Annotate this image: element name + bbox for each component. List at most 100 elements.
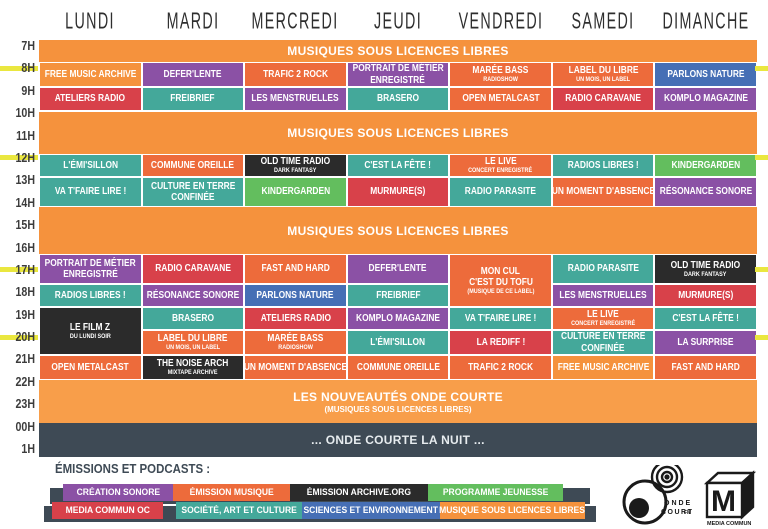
hour-label-7h: 7H	[21, 39, 35, 53]
legend-item-societe-art-et-culture[interactable]: SOCIÉTÉ, ART ET CULTURE	[176, 502, 302, 519]
program-title: LABEL DU LIBRE	[157, 333, 228, 345]
program-radio-parasite[interactable]: RADIO PARASITE	[450, 178, 551, 206]
program-kindergarden[interactable]: KINDERGARDEN	[245, 178, 346, 206]
program-fast-and-hard[interactable]: FAST AND HARD	[655, 356, 756, 379]
highlight-dash-right-17h	[755, 267, 768, 273]
program-c-est-la-fete[interactable]: C'EST LA FÊTE !	[347, 155, 449, 176]
program-subtitle: DARK FANTASY	[684, 270, 727, 278]
program-les-menstruelles[interactable]: LES MENSTRUELLES	[245, 88, 346, 110]
program-title: FAST AND HARD	[671, 361, 740, 373]
band-musiques-sous-licences-libres: MUSIQUES SOUS LICENCES LIBRES	[39, 40, 757, 62]
program-the-noise-arch[interactable]: THE NOISE ARCH MIXTAPE ARCHIVE	[142, 356, 244, 379]
program-murmure-s[interactable]: MURMURE(S)	[347, 178, 449, 206]
program-subtitle: CONCERT ENREGISTRÉ	[571, 320, 636, 328]
day-header-dimanche: DIMANCHE	[662, 8, 750, 35]
program-freibrief[interactable]: FREIBRIEF	[142, 88, 244, 110]
onde-courte-logo-text-2: COURTE	[661, 509, 692, 516]
program-kindergarden[interactable]: KINDERGARDEN	[655, 155, 756, 176]
program-trafic-2-rock[interactable]: TRAFIC 2 ROCK	[450, 356, 551, 379]
program-l-emi-sillon[interactable]: L'ÉMI'SILLON	[40, 155, 141, 176]
hour-label-19h: 19H	[15, 307, 36, 322]
program-maree-bass[interactable]: MARÉE BASS RADIOSHOW	[245, 331, 346, 354]
program-open-metalcast[interactable]: OPEN METALCAST	[450, 88, 551, 110]
legend-item-emission-archive-org[interactable]: ÉMISSION ARCHIVE.ORG	[290, 484, 428, 501]
hour-label-16h: 16H	[15, 240, 36, 255]
program-le-live[interactable]: LE LIVE CONCERT ENREGISTRÉ	[552, 308, 654, 329]
program-commune-oreille[interactable]: COMMUNE OREILLE	[347, 356, 449, 379]
legend-item-label: MEDIA COMMUN OC	[65, 505, 150, 516]
program-subtitle: UN MOIS, UN LABEL	[576, 76, 631, 84]
band-label: LES NOUVEAUTÉS ONDE COURTE	[293, 389, 503, 404]
program-title-line2: ENREGISTRÉ	[62, 269, 118, 280]
program-title: C'EST LA FÊTE !	[364, 159, 432, 171]
program-old-time-radio[interactable]: OLD TIME RADIO DARK FANTASY	[245, 155, 346, 176]
program-ateliers-radio[interactable]: ATELIERS RADIO	[40, 88, 141, 110]
program-komplo-magazine[interactable]: KOMPLO MAGAZINE	[655, 88, 756, 110]
program-resonance-sonore[interactable]: RÉSONANCE SONORE	[142, 285, 244, 306]
hour-label-17h: 17H	[15, 262, 36, 277]
program-fast-and-hard[interactable]: FAST AND HARD	[245, 255, 346, 283]
program-label-du-libre[interactable]: LABEL DU LIBRE UN MOIS, UN LABEL	[552, 63, 654, 86]
program-free-music-archive[interactable]: FREE MUSIC ARCHIVE	[552, 356, 654, 379]
program-title: MON CUL	[480, 265, 521, 277]
program-resonance-sonore[interactable]: RÉSONANCE SONORE	[655, 178, 756, 206]
program-portrait-de-metier[interactable]: PORTRAIT DE MÉTIER ENREGISTRÉ	[347, 63, 449, 86]
program-un-moment-d-absence[interactable]: UN MOMENT D'ABSENCE	[245, 356, 346, 379]
program-c-est-la-fete[interactable]: C'EST LA FÊTE !	[655, 308, 756, 329]
program-subtitle: UN MOIS, UN LABEL	[165, 344, 220, 352]
program-radio-parasite[interactable]: RADIO PARASITE	[552, 255, 654, 283]
program-va-t-faire-lire[interactable]: VA T'FAIRE LIRE !	[450, 308, 551, 329]
program-ateliers-radio[interactable]: ATELIERS RADIO	[245, 308, 346, 329]
legend-item-emission-musique[interactable]: ÉMISSION MUSIQUE	[173, 484, 290, 501]
program-title: CULTURE EN TERRE	[150, 180, 236, 192]
program-culture-en-terre[interactable]: CULTURE EN TERRE CONFINÉE	[142, 178, 244, 206]
program-subtitle: DARK FANTASY	[274, 167, 317, 175]
program-radio-caravane[interactable]: RADIO CARAVANE	[142, 255, 244, 283]
program-va-t-faire-lire[interactable]: VA T'FAIRE LIRE !	[40, 178, 141, 206]
program-title-line2: CONFINÉE	[581, 342, 625, 354]
legend-item-programme-jeunesse[interactable]: PROGRAMME JEUNESSE	[428, 484, 563, 501]
program-parlons-nature[interactable]: PARLONS NATURE	[245, 285, 346, 306]
program-defer-lente[interactable]: DEFER'LENTE	[142, 63, 244, 86]
program-freibrief[interactable]: FREIBRIEF	[347, 285, 449, 306]
program-maree-bass[interactable]: MARÉE BASS RADIOSHOW	[450, 63, 551, 86]
program-trafic-2-rock[interactable]: TRAFIC 2 ROCK	[245, 63, 346, 86]
program-les-menstruelles[interactable]: LES MENSTRUELLES	[552, 285, 654, 306]
legend-item-musique-sous-licences-libres[interactable]: MUSIQUE SOUS LICENCES LIBRES	[440, 502, 585, 519]
program-portrait-de-metier[interactable]: PORTRAIT DE MÉTIER ENREGISTRÉ	[40, 255, 141, 283]
program-radios-libres[interactable]: RADIOS LIBRES !	[552, 155, 654, 176]
program-commune-oreille[interactable]: COMMUNE OREILLE	[142, 155, 244, 176]
program-murmure-s[interactable]: MURMURE(S)	[655, 285, 756, 306]
program-la-surprise[interactable]: LA SURPRISE	[655, 331, 756, 354]
program-le-film-z[interactable]: LE FILM Z DU LUNDI SOIR	[40, 308, 141, 354]
program-old-time-radio[interactable]: OLD TIME RADIO DARK FANTASY	[655, 255, 756, 283]
program-l-emi-sillon[interactable]: L'ÉMI'SILLON	[347, 331, 449, 354]
program-open-metalcast[interactable]: OPEN METALCAST	[40, 356, 141, 379]
program-label-du-libre[interactable]: LABEL DU LIBRE UN MOIS, UN LABEL	[142, 331, 244, 354]
highlight-dash-right-20h	[755, 334, 768, 340]
day-header-samedi: SAMEDI	[571, 8, 635, 35]
hour-label-9h: 9H	[21, 83, 35, 98]
legend-item-sciences-et-environnement[interactable]: SCIENCES ET ENVIRONNEMENT	[302, 502, 440, 519]
onde-courte-logo[interactable]: ONDE COURTE FM	[618, 465, 692, 527]
program-title: LES MENSTRUELLES	[559, 289, 647, 301]
program-brasero[interactable]: BRASERO	[142, 308, 244, 329]
program-title: OPEN METALCAST	[51, 361, 129, 373]
program-parlons-nature[interactable]: PARLONS NATURE	[655, 63, 756, 86]
program-un-moment-d-absence[interactable]: UN MOMENT D'ABSENCE	[552, 178, 654, 206]
program-radio-caravane[interactable]: RADIO CARAVANE	[552, 88, 654, 110]
program-mon-cul[interactable]: MON CUL C'EST DU TOFU (MUSIQUE DE CE LABEL…	[450, 255, 551, 306]
program-radios-libres[interactable]: RADIOS LIBRES !	[40, 285, 141, 306]
program-subtitle: CONCERT ENREGISTRÉ	[468, 167, 533, 175]
program-la-rediff[interactable]: LA REDIFF !	[450, 331, 551, 354]
media-commun-logo[interactable]: M MEDIA COMMUN	[697, 469, 763, 527]
program-title-line2: CONFINÉE	[171, 192, 215, 203]
legend-item-media-commun-oc[interactable]: MEDIA COMMUN OC	[52, 502, 163, 519]
legend-item-creation-sonore[interactable]: CRÉATION SONORE	[63, 484, 173, 501]
program-komplo-magazine[interactable]: KOMPLO MAGAZINE	[347, 308, 449, 329]
program-le-live[interactable]: LE LIVE CONCERT ENREGISTRÉ	[450, 155, 551, 176]
program-culture-en-terre[interactable]: CULTURE EN TERRE CONFINÉE	[552, 331, 654, 354]
program-free-music-archive[interactable]: FREE MUSIC ARCHIVE	[40, 63, 141, 86]
program-brasero[interactable]: BRASERO	[347, 88, 449, 110]
program-defer-lente[interactable]: DEFER'LENTE	[347, 255, 449, 283]
